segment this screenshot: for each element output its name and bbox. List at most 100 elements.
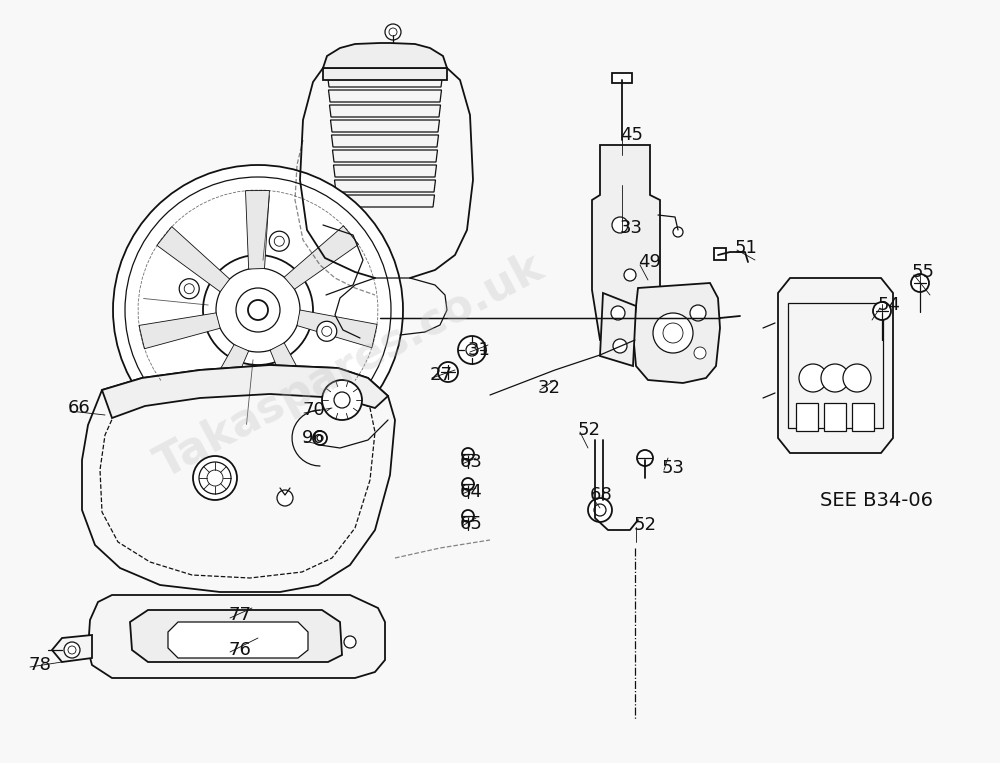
Circle shape — [694, 347, 706, 359]
Bar — [852, 403, 874, 431]
Polygon shape — [633, 283, 720, 383]
Polygon shape — [168, 622, 308, 658]
Circle shape — [466, 344, 478, 356]
Text: 27: 27 — [430, 366, 453, 384]
Polygon shape — [788, 303, 883, 428]
Polygon shape — [323, 43, 447, 68]
Circle shape — [873, 302, 891, 320]
Circle shape — [248, 300, 268, 320]
Circle shape — [216, 268, 300, 352]
Circle shape — [637, 450, 653, 466]
Circle shape — [317, 435, 323, 441]
Circle shape — [179, 278, 199, 299]
Text: 96: 96 — [302, 429, 325, 447]
Circle shape — [334, 392, 350, 408]
Bar — [824, 403, 846, 431]
Polygon shape — [334, 180, 436, 192]
Text: Takaspares.co.uk: Takaspares.co.uk — [149, 246, 551, 487]
Circle shape — [313, 431, 327, 445]
Circle shape — [207, 470, 223, 486]
Text: 76: 76 — [228, 641, 251, 659]
Circle shape — [113, 165, 403, 455]
Circle shape — [389, 28, 397, 36]
Circle shape — [322, 327, 332, 336]
Polygon shape — [130, 610, 342, 662]
Circle shape — [203, 255, 313, 365]
Circle shape — [588, 498, 612, 522]
Circle shape — [184, 284, 194, 294]
Polygon shape — [284, 226, 359, 289]
Text: 53: 53 — [662, 459, 685, 477]
Text: 49: 49 — [638, 253, 661, 271]
Text: 54: 54 — [878, 296, 901, 314]
Circle shape — [199, 462, 231, 494]
Circle shape — [322, 380, 362, 420]
Circle shape — [274, 237, 284, 246]
Text: SEE B34-06: SEE B34-06 — [820, 491, 933, 510]
Polygon shape — [102, 365, 388, 418]
Circle shape — [613, 339, 627, 353]
Circle shape — [821, 364, 849, 392]
Circle shape — [653, 313, 693, 353]
Circle shape — [64, 642, 80, 658]
Text: 78: 78 — [28, 656, 51, 674]
Text: 31: 31 — [468, 341, 491, 359]
Circle shape — [690, 305, 706, 321]
Circle shape — [462, 448, 474, 460]
Circle shape — [232, 374, 242, 384]
Circle shape — [843, 364, 871, 392]
Polygon shape — [328, 75, 442, 87]
Circle shape — [462, 478, 474, 490]
Polygon shape — [778, 278, 893, 453]
Polygon shape — [592, 145, 660, 340]
Circle shape — [385, 24, 401, 40]
Text: 55: 55 — [912, 263, 935, 281]
Circle shape — [193, 456, 237, 500]
Text: 51: 51 — [735, 239, 758, 257]
Circle shape — [68, 646, 76, 654]
Text: 52: 52 — [578, 421, 601, 439]
Circle shape — [612, 217, 628, 233]
Circle shape — [438, 362, 458, 382]
Text: 32: 32 — [538, 379, 561, 397]
Polygon shape — [334, 165, 436, 177]
Polygon shape — [336, 195, 434, 207]
Circle shape — [344, 636, 356, 648]
Circle shape — [317, 321, 337, 341]
Polygon shape — [82, 365, 395, 592]
Polygon shape — [328, 90, 442, 102]
Circle shape — [911, 274, 929, 292]
Polygon shape — [600, 293, 636, 366]
Circle shape — [673, 227, 683, 237]
Polygon shape — [88, 595, 385, 678]
Polygon shape — [139, 313, 220, 349]
Circle shape — [624, 269, 636, 281]
Polygon shape — [330, 105, 440, 117]
Circle shape — [236, 288, 280, 332]
Circle shape — [611, 306, 625, 320]
Text: 68: 68 — [590, 486, 613, 504]
Bar — [323, 68, 447, 80]
Circle shape — [227, 369, 247, 389]
Polygon shape — [52, 635, 92, 662]
Circle shape — [125, 177, 391, 443]
Polygon shape — [270, 343, 321, 423]
Bar — [796, 403, 818, 431]
Circle shape — [269, 231, 289, 251]
Circle shape — [663, 323, 683, 343]
Text: 65: 65 — [460, 515, 483, 533]
Bar — [612, 73, 632, 83]
Text: 52: 52 — [634, 516, 657, 534]
Polygon shape — [157, 227, 230, 291]
Circle shape — [277, 490, 293, 506]
Text: 70: 70 — [302, 401, 325, 419]
Circle shape — [594, 504, 606, 516]
Circle shape — [799, 364, 827, 392]
Text: 77: 77 — [228, 606, 251, 624]
Text: 63: 63 — [460, 453, 483, 471]
Text: 66: 66 — [68, 399, 91, 417]
Polygon shape — [245, 191, 269, 269]
Polygon shape — [332, 135, 438, 147]
Polygon shape — [330, 120, 440, 132]
Circle shape — [462, 510, 474, 522]
